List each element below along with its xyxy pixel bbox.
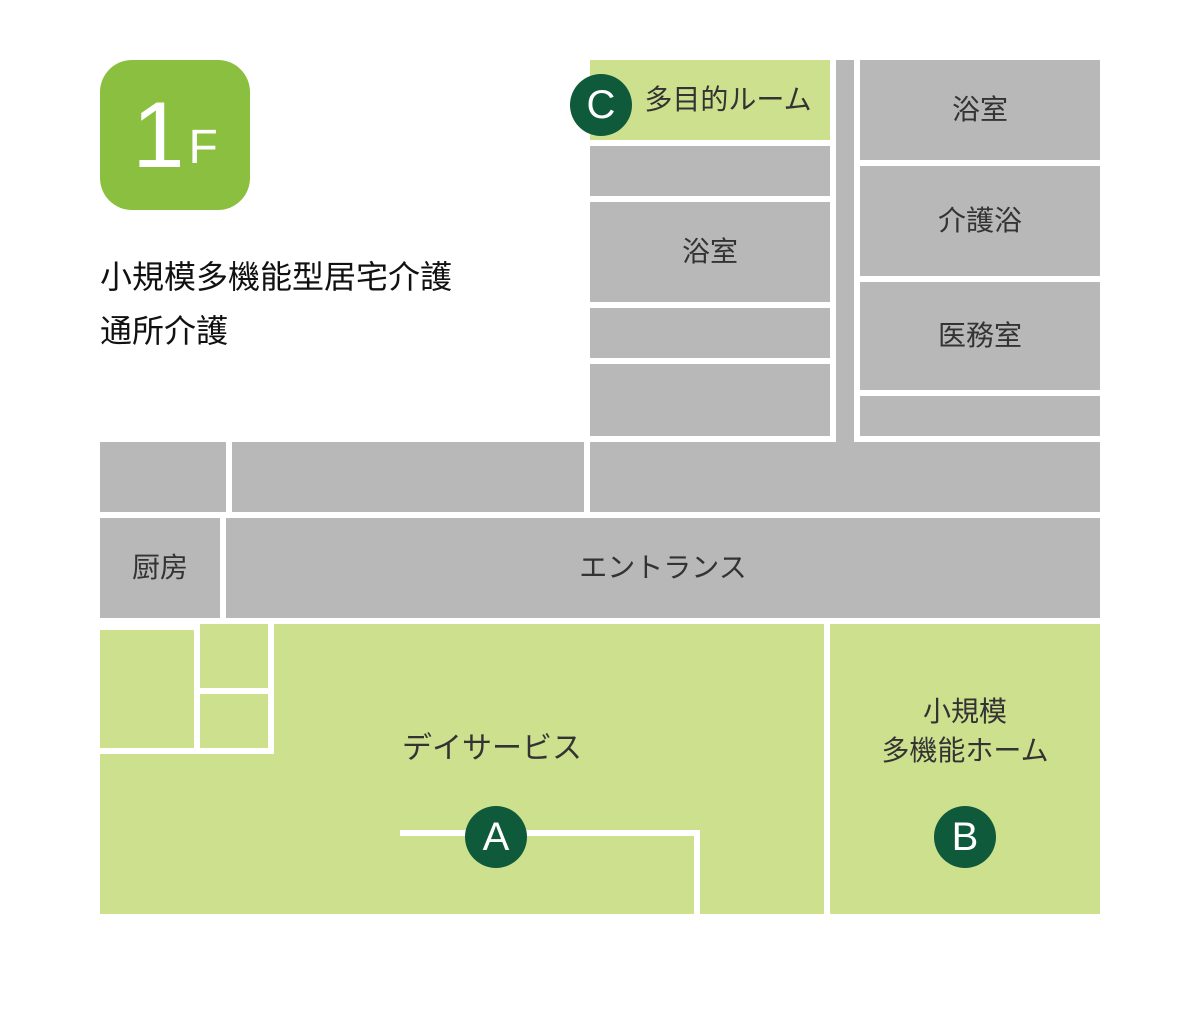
room-label: 医務室 bbox=[938, 316, 1022, 355]
room-label: 介護浴 bbox=[938, 201, 1022, 240]
room-bath-top-right: 浴室 bbox=[860, 60, 1100, 160]
divider bbox=[268, 624, 274, 754]
divider bbox=[100, 624, 200, 630]
room-label: エントランス bbox=[579, 548, 746, 587]
divider bbox=[100, 748, 274, 754]
floor-suffix: F bbox=[188, 124, 217, 172]
room-care-bath: 介護浴 bbox=[860, 166, 1100, 276]
floor-heading: 小規模多機能型居宅介護 通所介護 bbox=[100, 250, 452, 359]
room-label: デイサービス bbox=[402, 728, 582, 770]
marker-B: B bbox=[934, 806, 996, 868]
room-gray-left-top bbox=[100, 442, 584, 512]
room-entrance: エントランス bbox=[226, 518, 1100, 618]
heading-line-2: 通所介護 bbox=[100, 304, 452, 358]
room-gray-strip-1 bbox=[590, 146, 830, 196]
room-kitchen: 厨房 bbox=[100, 518, 220, 618]
floor-badge: 1 F bbox=[100, 60, 250, 210]
divider bbox=[400, 830, 700, 836]
room-label: 浴室 bbox=[952, 90, 1008, 129]
marker-A: A bbox=[465, 806, 527, 868]
divider bbox=[694, 830, 700, 914]
room-bath-left: 浴室 bbox=[590, 202, 830, 302]
divider bbox=[226, 442, 232, 512]
marker-C: C bbox=[570, 74, 632, 136]
room-label: 浴室 bbox=[682, 232, 738, 271]
room-corridor-vertical bbox=[836, 60, 854, 512]
room-gray-strip-2 bbox=[590, 308, 830, 358]
divider bbox=[194, 688, 274, 694]
room-label: 小規模 多機能ホーム bbox=[881, 692, 1048, 770]
room-small-multi: 小規模 多機能ホーム bbox=[830, 624, 1100, 914]
room-day-service: デイサービス bbox=[100, 624, 824, 914]
room-label: 多目的ルーム bbox=[644, 80, 811, 119]
heading-line-1: 小規模多機能型居宅介護 bbox=[100, 250, 452, 304]
floorplan-stage: 1 F 小規模多機能型居宅介護 通所介護 多目的ルーム浴室浴室介護浴医務室厨房エ… bbox=[100, 60, 1100, 960]
room-medical: 医務室 bbox=[860, 282, 1100, 390]
room-gray-strip-3 bbox=[590, 364, 830, 436]
room-label: 厨房 bbox=[132, 548, 188, 587]
room-gray-right-mid bbox=[860, 396, 1100, 436]
floor-number: 1 bbox=[132, 88, 184, 182]
